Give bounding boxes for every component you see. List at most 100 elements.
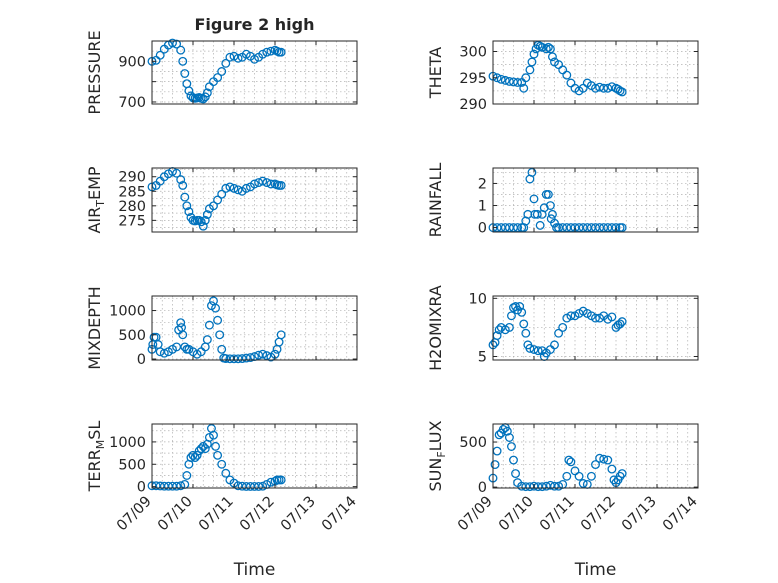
x-axis-label: Time bbox=[574, 560, 617, 580]
data-point bbox=[276, 47, 286, 57]
data-point bbox=[532, 209, 542, 219]
data-point bbox=[258, 49, 268, 59]
data-point bbox=[262, 178, 272, 187]
data-point bbox=[617, 317, 627, 327]
data-point bbox=[504, 76, 514, 86]
data-point bbox=[178, 56, 188, 66]
data-point bbox=[276, 475, 286, 485]
y-tick-label: 300 bbox=[459, 45, 487, 61]
x-tick-label: 07/13 bbox=[278, 494, 319, 535]
data-point bbox=[190, 453, 200, 463]
data-point bbox=[578, 479, 588, 488]
data-point bbox=[617, 223, 627, 233]
data-point bbox=[217, 459, 227, 469]
data-point bbox=[213, 195, 223, 205]
data-point bbox=[213, 450, 223, 460]
data-point bbox=[543, 42, 553, 52]
data-point bbox=[229, 183, 239, 193]
data-point bbox=[192, 450, 202, 460]
data-point bbox=[586, 471, 596, 481]
data-point bbox=[202, 210, 212, 219]
y-tick-label: 500 bbox=[459, 435, 487, 451]
data-point bbox=[515, 302, 525, 311]
data-point bbox=[599, 454, 609, 464]
x-tick-label: 07/12 bbox=[578, 494, 619, 535]
data-point bbox=[496, 74, 506, 84]
data-point bbox=[548, 52, 557, 62]
data-point bbox=[176, 175, 186, 185]
data-point bbox=[266, 46, 276, 56]
data-point bbox=[250, 179, 259, 189]
data-point bbox=[245, 353, 255, 363]
data-point bbox=[168, 38, 177, 48]
data-point bbox=[574, 471, 584, 481]
data-point bbox=[507, 311, 516, 321]
y-axis-label: SUNFLUX bbox=[426, 420, 448, 491]
data-point bbox=[241, 183, 251, 193]
data-point bbox=[186, 453, 196, 463]
data-point bbox=[525, 65, 535, 75]
data-point bbox=[258, 176, 268, 186]
data-point bbox=[615, 319, 625, 329]
data-point bbox=[595, 453, 605, 463]
panel-h2omixra: 5 10 H2OMIXRA bbox=[426, 285, 699, 371]
panel-pressure: 700 900 PRESSURE bbox=[85, 30, 358, 115]
data-point bbox=[607, 464, 617, 474]
data-point bbox=[529, 194, 539, 204]
data-point bbox=[519, 319, 529, 329]
y-tick-label: 280 bbox=[118, 199, 146, 215]
x-axis-label: Time bbox=[233, 560, 276, 580]
data-point bbox=[535, 220, 545, 230]
y-tick-label: 275 bbox=[118, 213, 146, 229]
data-point bbox=[545, 480, 555, 490]
data-point bbox=[511, 469, 520, 479]
data-point bbox=[521, 73, 531, 83]
data-point bbox=[525, 343, 535, 353]
y-tick-label: 1000 bbox=[109, 304, 146, 320]
y-axis-label: PRESSURE bbox=[85, 30, 104, 114]
y-tick-label: 10 bbox=[469, 291, 487, 307]
data-point bbox=[617, 87, 627, 97]
axes-frame bbox=[151, 423, 358, 489]
data-point bbox=[529, 49, 539, 59]
x-tick-label: 07/09 bbox=[114, 494, 155, 535]
x-tick-label: 07/11 bbox=[537, 494, 578, 535]
y-tick-label: 2 bbox=[478, 176, 487, 192]
y-tick-label: 5 bbox=[478, 350, 487, 366]
data-point bbox=[513, 223, 523, 233]
data-point bbox=[276, 330, 286, 340]
data-point bbox=[211, 441, 220, 451]
x-tick-label: 07/09 bbox=[455, 494, 496, 535]
panel-rainfall: 0 1 2 RAINFALL bbox=[426, 163, 699, 238]
data-point bbox=[521, 328, 531, 338]
data-point bbox=[262, 47, 272, 57]
x-tick-label: 07/10 bbox=[155, 494, 196, 535]
data-point bbox=[180, 69, 190, 78]
data-point bbox=[519, 83, 529, 93]
data-point bbox=[233, 185, 243, 195]
data-point bbox=[184, 207, 194, 217]
data-point bbox=[617, 469, 627, 479]
data-point bbox=[566, 457, 576, 467]
axes-frame bbox=[492, 295, 699, 361]
data-point bbox=[539, 203, 549, 213]
y-tick-label: 0 bbox=[137, 352, 146, 368]
data-point bbox=[262, 351, 272, 361]
data-point bbox=[241, 353, 251, 363]
y-axis-label: H2OMIXRA bbox=[426, 285, 445, 371]
data-point bbox=[176, 318, 186, 328]
data-point bbox=[213, 73, 223, 83]
data-point bbox=[180, 192, 190, 202]
y-axis-label: THETA bbox=[426, 47, 445, 99]
data-point bbox=[527, 167, 537, 177]
y-axis-label: RAINFALL bbox=[426, 163, 445, 238]
data-point bbox=[266, 477, 276, 487]
data-point bbox=[172, 481, 182, 491]
data-point bbox=[172, 39, 182, 49]
y-tick-label: 0 bbox=[478, 480, 487, 496]
data-point bbox=[233, 53, 243, 63]
data-point bbox=[202, 88, 212, 98]
data-point bbox=[188, 450, 198, 460]
